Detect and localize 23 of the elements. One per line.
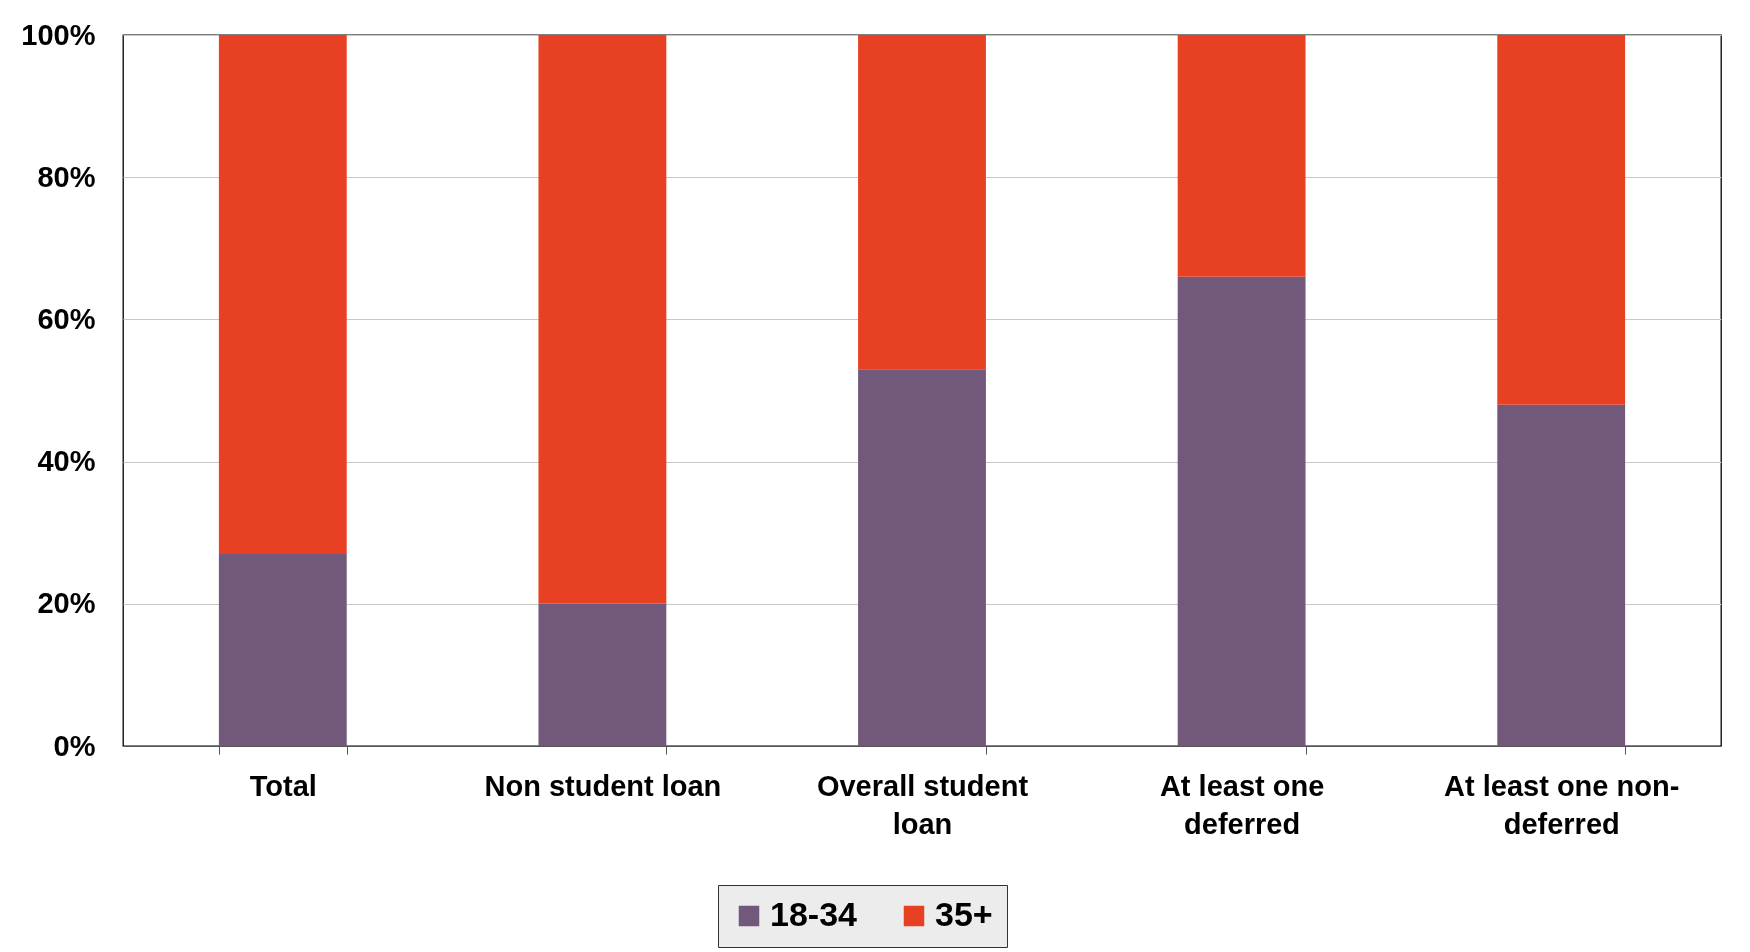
x-tick-label: Non student loan	[484, 769, 722, 802]
bar	[1497, 404, 1626, 746]
y-tick-label: 80%	[37, 160, 96, 193]
y-tick-label: 0%	[53, 729, 96, 762]
bar	[1497, 35, 1626, 405]
bar	[218, 554, 347, 746]
x-tick-label: Total	[249, 769, 317, 802]
bar	[858, 35, 986, 370]
y-tick-label: 40%	[37, 445, 96, 478]
bar	[538, 603, 667, 746]
bar	[858, 369, 986, 746]
legend-label: 18-34	[770, 895, 858, 933]
y-tick-label: 20%	[37, 587, 96, 620]
x-tick-label: At least one deferred	[1159, 769, 1325, 840]
y-tick-label: 60%	[37, 302, 96, 335]
bar	[218, 35, 347, 555]
legend-label: 35+	[935, 895, 993, 933]
bar	[1177, 35, 1306, 277]
x-tick-label: At least one non-deferred	[1444, 769, 1680, 840]
x-tick-label: Overall student loan	[816, 769, 1029, 840]
bar	[1177, 276, 1306, 746]
bar	[538, 35, 667, 604]
y-tick-label: 100%	[21, 18, 96, 51]
